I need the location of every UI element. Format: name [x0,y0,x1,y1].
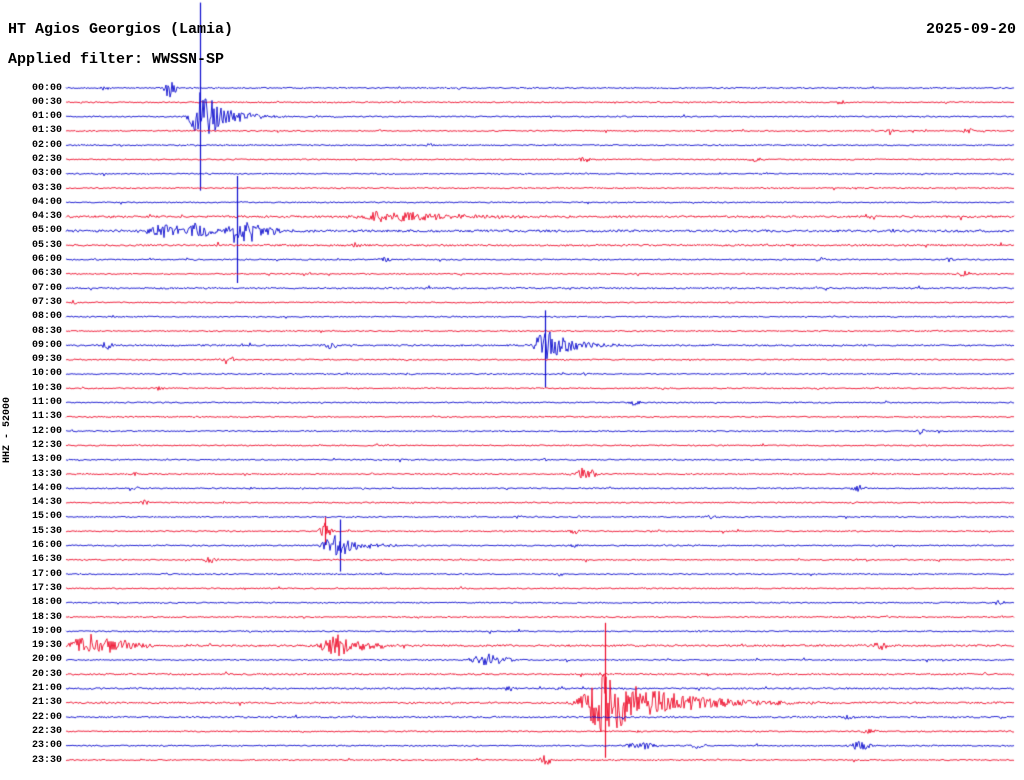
time-label: 11:30 [31,411,62,423]
time-label: 08:30 [31,325,62,337]
time-label: 01:00 [31,111,62,123]
time-label: 06:30 [31,268,62,280]
time-label: 07:30 [31,296,62,308]
time-label: 12:00 [31,425,62,437]
time-label: 23:00 [31,740,62,752]
time-label: 11:00 [31,397,62,409]
time-label: 16:00 [31,540,62,552]
time-label: 19:30 [31,640,62,652]
time-label: 00:00 [31,82,62,94]
time-label: 14:00 [31,482,62,494]
time-label: 09:00 [31,339,62,351]
time-label: 22:00 [31,711,62,723]
time-label: 18:30 [31,611,62,623]
time-label: 08:00 [31,311,62,323]
time-label: 00:30 [31,96,62,108]
time-label: 02:30 [31,153,62,165]
time-label: 07:00 [31,282,62,294]
time-label: 15:00 [31,511,62,523]
time-label: 18:00 [31,597,62,609]
time-label: 03:30 [31,182,62,194]
time-label: 23:30 [31,754,62,766]
time-label: 16:30 [31,554,62,566]
time-label: 19:00 [31,625,62,637]
station-title: HT Agios Georgios (Lamia) [8,21,234,38]
time-label: 02:00 [31,139,62,151]
time-label: 22:30 [31,725,62,737]
time-label: 06:00 [31,254,62,266]
time-label: 04:30 [31,211,62,223]
time-label: 14:30 [31,497,62,509]
time-label: 20:00 [31,654,62,666]
time-label: 21:00 [31,683,62,694]
time-label: 05:00 [31,225,62,237]
time-label: 21:30 [31,697,62,709]
time-label: 10:00 [31,368,62,380]
time-label: 04:00 [31,196,62,208]
time-label: 13:30 [31,468,62,480]
time-label: 01:30 [31,125,62,137]
time-label: 05:30 [31,239,62,251]
time-label: 20:30 [31,668,62,680]
date-label: 2025-09-20 [925,21,1016,38]
time-label: 12:30 [31,439,62,451]
time-label: 03:00 [31,168,62,180]
time-label: 17:30 [31,582,62,594]
time-label: 17:00 [31,568,62,580]
time-label: 10:30 [31,382,62,394]
time-label: 13:00 [31,454,62,466]
filter-label: Applied filter: WWSSN-SP [8,51,225,68]
time-label: 15:30 [31,525,62,537]
time-label: 09:30 [31,354,62,366]
